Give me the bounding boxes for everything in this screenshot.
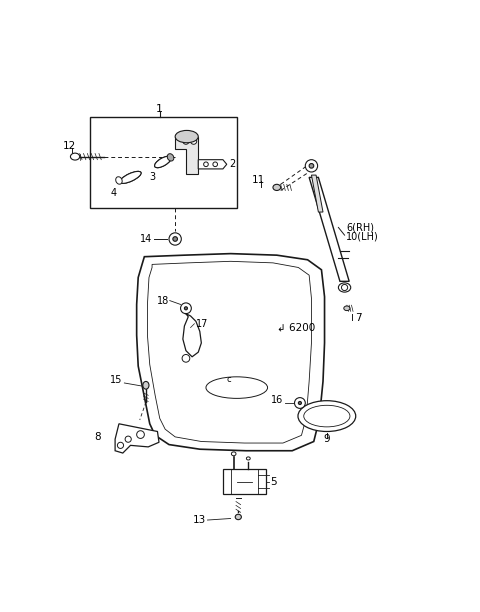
Polygon shape	[175, 136, 198, 174]
Text: 6(RH): 6(RH)	[346, 222, 374, 233]
Text: 18: 18	[157, 296, 169, 305]
Polygon shape	[115, 424, 159, 453]
Circle shape	[341, 285, 348, 291]
Ellipse shape	[344, 306, 350, 311]
Circle shape	[309, 163, 314, 168]
Ellipse shape	[231, 452, 236, 456]
Circle shape	[184, 307, 188, 310]
Ellipse shape	[116, 177, 122, 184]
Ellipse shape	[155, 156, 171, 168]
Text: 10(LH): 10(LH)	[346, 232, 379, 242]
Text: c: c	[227, 375, 231, 384]
Polygon shape	[198, 160, 227, 169]
Text: ↲ 6200: ↲ 6200	[277, 323, 315, 332]
Polygon shape	[312, 175, 323, 212]
Ellipse shape	[71, 153, 80, 160]
Polygon shape	[137, 253, 324, 451]
Ellipse shape	[273, 184, 281, 190]
Text: 13: 13	[192, 515, 206, 525]
Circle shape	[169, 233, 181, 245]
Circle shape	[305, 160, 318, 172]
Text: 1: 1	[156, 104, 163, 114]
Polygon shape	[309, 177, 349, 282]
Text: 17: 17	[196, 319, 208, 329]
Circle shape	[183, 138, 189, 144]
Ellipse shape	[167, 154, 174, 161]
Text: 8: 8	[95, 432, 101, 442]
Text: 14: 14	[140, 234, 152, 244]
Circle shape	[295, 398, 305, 408]
Circle shape	[204, 162, 208, 166]
Circle shape	[213, 162, 217, 166]
Ellipse shape	[143, 381, 149, 389]
Circle shape	[180, 303, 192, 314]
Circle shape	[299, 401, 301, 405]
Bar	[90, 118, 237, 208]
Circle shape	[191, 138, 197, 144]
Text: 7: 7	[355, 313, 362, 323]
Ellipse shape	[304, 405, 350, 427]
Circle shape	[125, 436, 131, 442]
Circle shape	[118, 442, 123, 449]
Text: 11: 11	[252, 174, 265, 185]
Circle shape	[137, 431, 144, 438]
Bar	[223, 469, 266, 494]
Ellipse shape	[235, 514, 241, 520]
Ellipse shape	[155, 156, 171, 168]
Ellipse shape	[120, 171, 141, 184]
Ellipse shape	[298, 401, 356, 431]
Text: 9: 9	[324, 434, 330, 444]
Text: 3: 3	[149, 173, 155, 182]
Circle shape	[173, 237, 178, 241]
Text: 16: 16	[271, 395, 283, 405]
Ellipse shape	[206, 377, 267, 398]
Text: 15: 15	[110, 375, 123, 385]
Ellipse shape	[120, 171, 141, 184]
Ellipse shape	[175, 130, 198, 143]
Text: 5: 5	[271, 477, 277, 487]
Text: 2: 2	[229, 159, 235, 170]
Circle shape	[182, 354, 190, 362]
Ellipse shape	[338, 283, 351, 292]
Text: 12: 12	[63, 141, 76, 151]
Ellipse shape	[246, 457, 250, 460]
Text: 4: 4	[110, 188, 117, 198]
